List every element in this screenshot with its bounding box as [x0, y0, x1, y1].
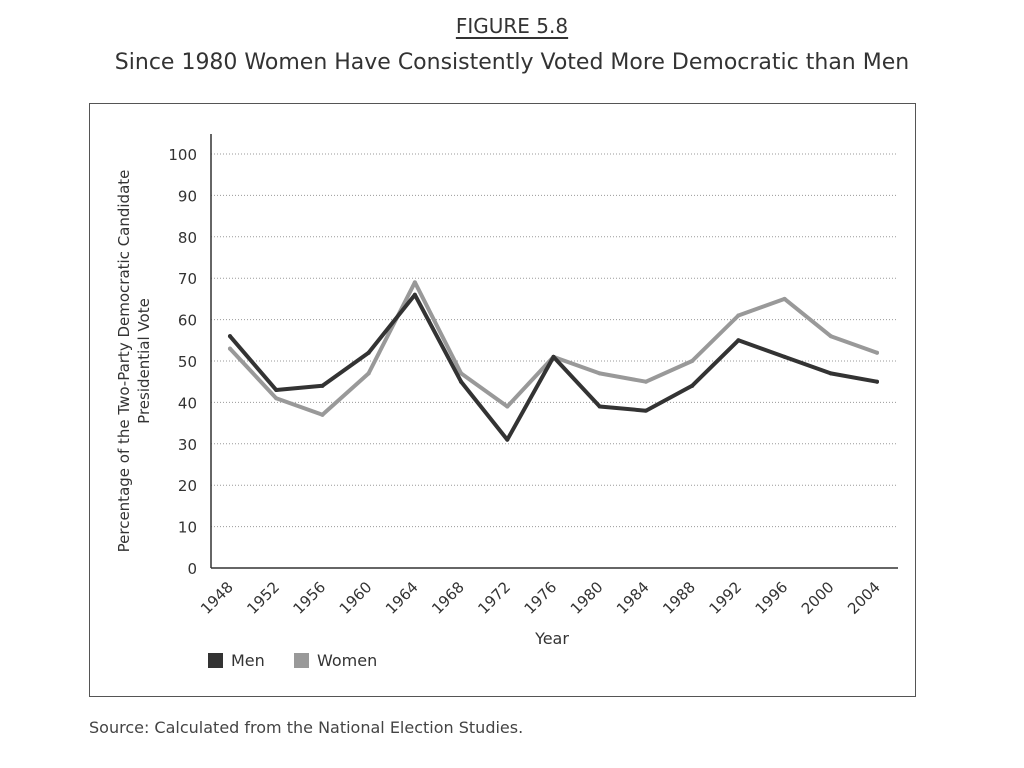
legend-swatch-men [208, 653, 223, 668]
y-axis-title: Presidential Vote [135, 298, 153, 424]
y-tick-label: 60 [178, 312, 197, 330]
x-tick-label: 1968 [428, 578, 468, 618]
y-tick-label: 90 [178, 187, 197, 205]
x-tick-label: 1984 [613, 578, 653, 618]
x-tick-label: 1956 [290, 578, 330, 618]
data-point-men [366, 350, 371, 355]
y-tick-label: 70 [178, 270, 197, 288]
source-note: Source: Calculated from the National Ele… [89, 718, 524, 737]
x-tick-label: 1948 [197, 578, 237, 618]
chart-title: Since 1980 Women Have Consistently Voted… [114, 50, 910, 75]
y-tick-label: 100 [168, 146, 197, 164]
x-tick-label: 1996 [752, 578, 792, 618]
data-point-women [228, 346, 232, 351]
data-point-men [690, 383, 695, 388]
legend-label-men: Men [231, 651, 265, 670]
x-tick-label: 1960 [336, 578, 376, 618]
data-point-women [875, 350, 879, 355]
data-point-women [366, 371, 371, 376]
data-point-men [875, 379, 879, 384]
data-point-women [459, 371, 464, 376]
y-tick-label: 20 [178, 477, 197, 495]
series-line-men [228, 292, 879, 442]
y-axis-title: Percentage of the Two-Party Democratic C… [115, 170, 133, 553]
y-tick-label: 80 [178, 229, 197, 247]
data-point-men [412, 292, 417, 297]
x-tick-label: 1976 [521, 578, 561, 618]
data-point-men [274, 387, 279, 392]
data-point-men [597, 404, 602, 409]
data-point-men [828, 371, 833, 376]
x-tick-label: 1988 [659, 578, 699, 618]
x-tick-label: 1952 [243, 578, 283, 618]
y-tick-label: 40 [178, 394, 197, 412]
y-tick-label: 50 [178, 353, 197, 371]
data-point-men [736, 338, 741, 343]
x-tick-label: 1964 [382, 578, 422, 618]
data-point-women [736, 313, 741, 318]
x-tick-label: 1972 [474, 578, 514, 618]
data-point-women [828, 334, 833, 339]
data-point-women [274, 396, 279, 401]
data-point-men [782, 354, 787, 359]
data-point-men [459, 379, 464, 384]
legend-swatch-women [294, 653, 309, 668]
y-tick-label: 10 [178, 519, 197, 537]
x-tick-label: 2004 [844, 578, 884, 618]
x-tick-label: 1992 [705, 578, 745, 618]
x-axis-title: Year [534, 629, 569, 648]
data-point-men [643, 408, 648, 413]
data-point-women [597, 371, 602, 376]
series-line-women [228, 280, 879, 417]
chart-frame: 0 10 20 30 40 50 60 70 80 90 100 1948 1952 1956 1960 19… [89, 103, 916, 697]
data-point-women [643, 379, 648, 384]
data-point-men [551, 354, 556, 359]
x-tick-label: 1980 [567, 578, 607, 618]
data-point-women [505, 404, 510, 409]
data-point-men [320, 383, 325, 388]
data-point-men [228, 334, 232, 339]
data-point-women [690, 359, 695, 363]
legend-label-women: Women [317, 651, 377, 670]
data-point-women [320, 412, 325, 417]
data-point-men [505, 437, 510, 442]
y-tick-label: 30 [178, 436, 197, 454]
figure-label: FIGURE 5.8 [455, 14, 569, 38]
data-point-women [782, 296, 787, 301]
x-tick-label: 2000 [798, 578, 838, 618]
data-point-women [412, 280, 417, 285]
y-tick-label: 0 [187, 560, 197, 578]
